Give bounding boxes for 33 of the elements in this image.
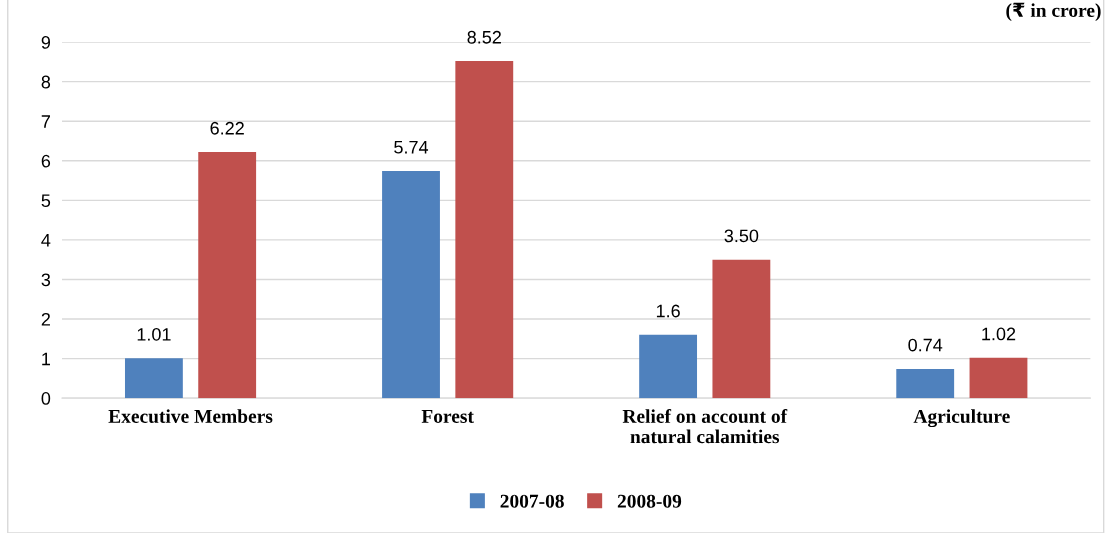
bar [712, 259, 771, 399]
y-tick-label: 7 [41, 115, 50, 128]
y-tick-label: 9 [41, 36, 51, 49]
y-tick-label: 8 [41, 75, 51, 89]
bar [639, 334, 698, 399]
data-label: 1.02 [982, 327, 1016, 341]
bar [455, 61, 514, 399]
y-tick-label: 0 [41, 392, 51, 405]
data-label: 1.01 [137, 327, 171, 341]
x-tick-label: Forest [421, 410, 474, 423]
data-label: 3.50 [724, 229, 759, 243]
data-label: 1.6 [656, 304, 680, 318]
bar [896, 368, 955, 399]
bar [382, 171, 440, 399]
y-tick-label: 1 [42, 352, 50, 366]
data-label: 8.52 [467, 30, 501, 44]
x-tick-label: Executive Members [108, 409, 273, 423]
bar [198, 152, 257, 399]
y-tick-label: 6 [41, 154, 51, 168]
y-tick-label: 2 [41, 312, 50, 326]
y-tick-label: 4 [41, 234, 51, 247]
y-tick-label: 3 [41, 273, 51, 287]
bar [124, 358, 183, 399]
text: (₹ in crore) [1006, 2, 1101, 21]
x-tick-label: Agriculture [913, 409, 1010, 428]
x-tick-label: Relief on account of natural calamities [622, 409, 788, 444]
data-label: 0.74 [908, 338, 943, 352]
y-tick-label: 5 [41, 194, 51, 208]
data-label: 6.22 [210, 121, 244, 135]
legend-label: 2008-09 [617, 494, 682, 508]
legend-label: 2007-08 [500, 494, 564, 508]
data-label: 5.74 [394, 141, 429, 154]
bar [969, 357, 1028, 399]
